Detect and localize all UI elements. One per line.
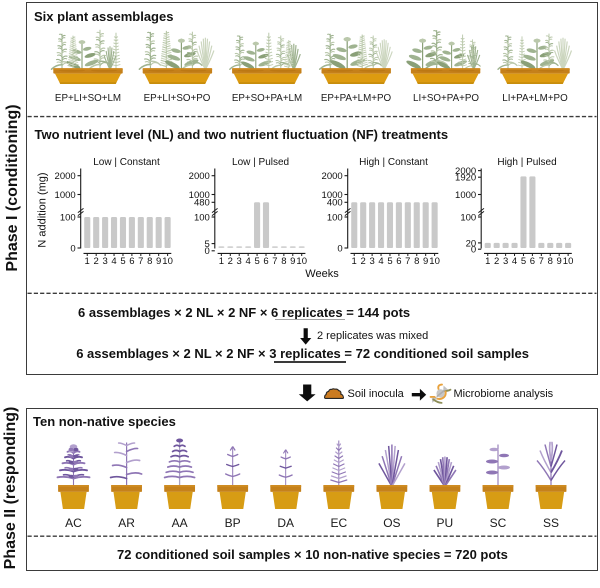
svg-text:8: 8 xyxy=(147,256,152,267)
svg-text:7: 7 xyxy=(272,256,277,267)
svg-text:6: 6 xyxy=(530,256,535,267)
svg-text:3: 3 xyxy=(503,256,508,267)
svg-text:1000: 1000 xyxy=(322,190,343,201)
svg-text:3: 3 xyxy=(369,256,374,267)
svg-text:0: 0 xyxy=(337,243,342,254)
svg-text:4: 4 xyxy=(378,256,383,267)
svg-text:20: 20 xyxy=(466,238,477,249)
svg-text:480: 480 xyxy=(194,198,210,209)
svg-text:5: 5 xyxy=(254,256,259,267)
svg-text:400: 400 xyxy=(327,198,343,209)
svg-text:9: 9 xyxy=(423,256,428,267)
svg-text:2: 2 xyxy=(228,256,233,267)
svg-text:1000: 1000 xyxy=(455,190,476,201)
svg-text:1000: 1000 xyxy=(189,190,210,201)
svg-text:3: 3 xyxy=(237,256,242,267)
svg-text:5: 5 xyxy=(205,239,210,250)
svg-text:5: 5 xyxy=(387,256,392,267)
svg-text:8: 8 xyxy=(548,256,553,267)
svg-text:5: 5 xyxy=(120,256,125,267)
svg-text:1: 1 xyxy=(352,256,357,267)
svg-text:10: 10 xyxy=(296,256,307,267)
svg-text:7: 7 xyxy=(405,256,410,267)
svg-text:10: 10 xyxy=(162,256,173,267)
svg-text:High | Constant: High | Constant xyxy=(359,157,428,168)
svg-text:10: 10 xyxy=(563,256,574,267)
svg-text:8: 8 xyxy=(414,256,419,267)
svg-text:2000: 2000 xyxy=(455,166,476,177)
svg-text:100: 100 xyxy=(460,212,476,223)
svg-text:1000: 1000 xyxy=(55,190,76,201)
svg-text:3: 3 xyxy=(102,256,107,267)
svg-text:1920: 1920 xyxy=(455,173,476,184)
svg-text:9: 9 xyxy=(557,256,562,267)
svg-text:2000: 2000 xyxy=(55,171,76,182)
svg-text:2: 2 xyxy=(494,256,499,267)
svg-text:2: 2 xyxy=(94,256,99,267)
svg-text:4: 4 xyxy=(512,256,517,267)
svg-text:7: 7 xyxy=(539,256,544,267)
svg-text:0: 0 xyxy=(70,243,75,254)
svg-text:4: 4 xyxy=(111,256,116,267)
svg-text:0: 0 xyxy=(471,245,476,256)
svg-text:6: 6 xyxy=(396,256,401,267)
svg-text:9: 9 xyxy=(290,256,295,267)
svg-text:1: 1 xyxy=(485,256,490,267)
svg-text:100: 100 xyxy=(194,212,210,223)
svg-text:9: 9 xyxy=(156,256,161,267)
svg-text:8: 8 xyxy=(281,256,286,267)
svg-text:4: 4 xyxy=(245,256,250,267)
svg-text:6: 6 xyxy=(263,256,268,267)
svg-text:High | Pulsed: High | Pulsed xyxy=(497,157,556,168)
svg-text:5: 5 xyxy=(521,256,526,267)
svg-text:100: 100 xyxy=(327,212,343,223)
svg-text:2: 2 xyxy=(361,256,366,267)
svg-text:2000: 2000 xyxy=(322,171,343,182)
svg-text:6: 6 xyxy=(129,256,134,267)
svg-text:Low | Constant: Low | Constant xyxy=(93,157,160,168)
svg-text:1: 1 xyxy=(85,256,90,267)
svg-text:2000: 2000 xyxy=(189,171,210,182)
svg-text:10: 10 xyxy=(429,256,440,267)
svg-text:100: 100 xyxy=(60,212,76,223)
svg-text:0: 0 xyxy=(205,246,210,257)
svg-text:1: 1 xyxy=(219,256,224,267)
svg-text:N addition (mg): N addition (mg) xyxy=(37,172,49,247)
svg-text:Weeks: Weeks xyxy=(305,268,339,280)
svg-text:7: 7 xyxy=(138,256,143,267)
svg-text:Low | Pulsed: Low | Pulsed xyxy=(232,157,289,168)
